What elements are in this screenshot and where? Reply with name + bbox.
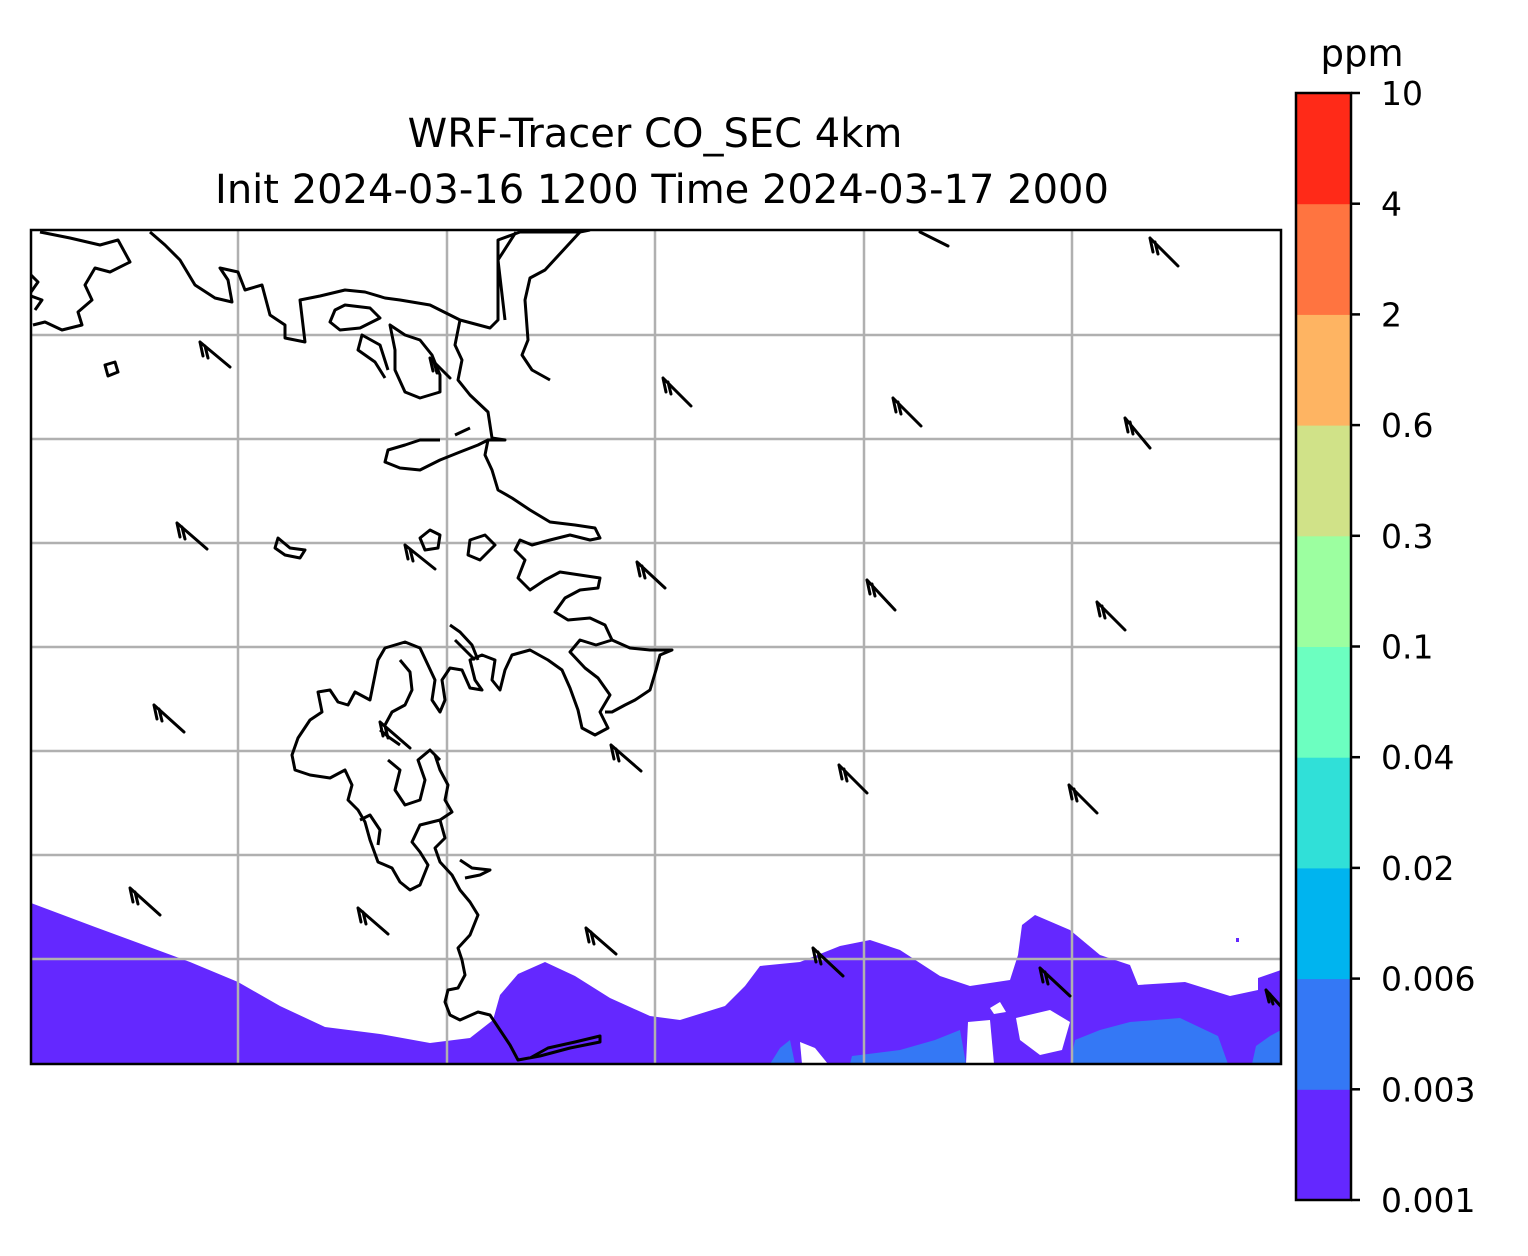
colorbar-unit: ppm xyxy=(1320,32,1403,75)
colorbar-tick-label: 2 xyxy=(1381,295,1402,334)
map-title: WRF-Tracer CO_SEC 4km xyxy=(408,111,903,157)
colorbar-tick-label: 0.3 xyxy=(1381,517,1433,556)
colorbar-segment xyxy=(1296,1089,1351,1201)
colorbar-segment xyxy=(1296,535,1351,647)
colorbar-tick-label: 0.006 xyxy=(1381,960,1475,999)
colorbar-segment xyxy=(1296,757,1351,869)
colorbar-segment xyxy=(1296,425,1351,537)
map-frame xyxy=(29,228,1283,1066)
gridlines xyxy=(31,230,1281,1064)
colorbar-segment xyxy=(1296,867,1351,980)
tracer-plume-high xyxy=(770,1018,1281,1064)
colorbar-tick-label: 0.02 xyxy=(1381,849,1454,888)
colorbar-tick-label: 0.003 xyxy=(1381,1070,1475,1109)
wind-barbs xyxy=(128,230,1281,1009)
colorbar-tick-label: 0.6 xyxy=(1381,406,1433,445)
colorbar-tick-label: 0.1 xyxy=(1381,628,1433,667)
coastlines xyxy=(31,230,674,1062)
colorbar-tick-label: 0.001 xyxy=(1381,1181,1475,1220)
colorbar-tick-label: 10 xyxy=(1381,74,1423,113)
colorbar-tick-label: 4 xyxy=(1381,185,1402,224)
colorbar-segment xyxy=(1296,203,1351,315)
colorbar-segment xyxy=(1296,93,1351,205)
colorbar: 0.001 0.003 0.006 0.02 0.04 0.1 0.3 0.6 2 4 10 xyxy=(1294,74,1475,1220)
colorbar-tick-label: 0.04 xyxy=(1381,738,1454,777)
map-subtitle: Init 2024-03-16 1200 Time 2024-03-17 200… xyxy=(215,167,1109,213)
colorbar-segment xyxy=(1296,314,1351,426)
colorbar-segment xyxy=(1296,646,1351,758)
map-panel xyxy=(31,230,1281,1064)
colorbar-segment xyxy=(1296,978,1351,1090)
